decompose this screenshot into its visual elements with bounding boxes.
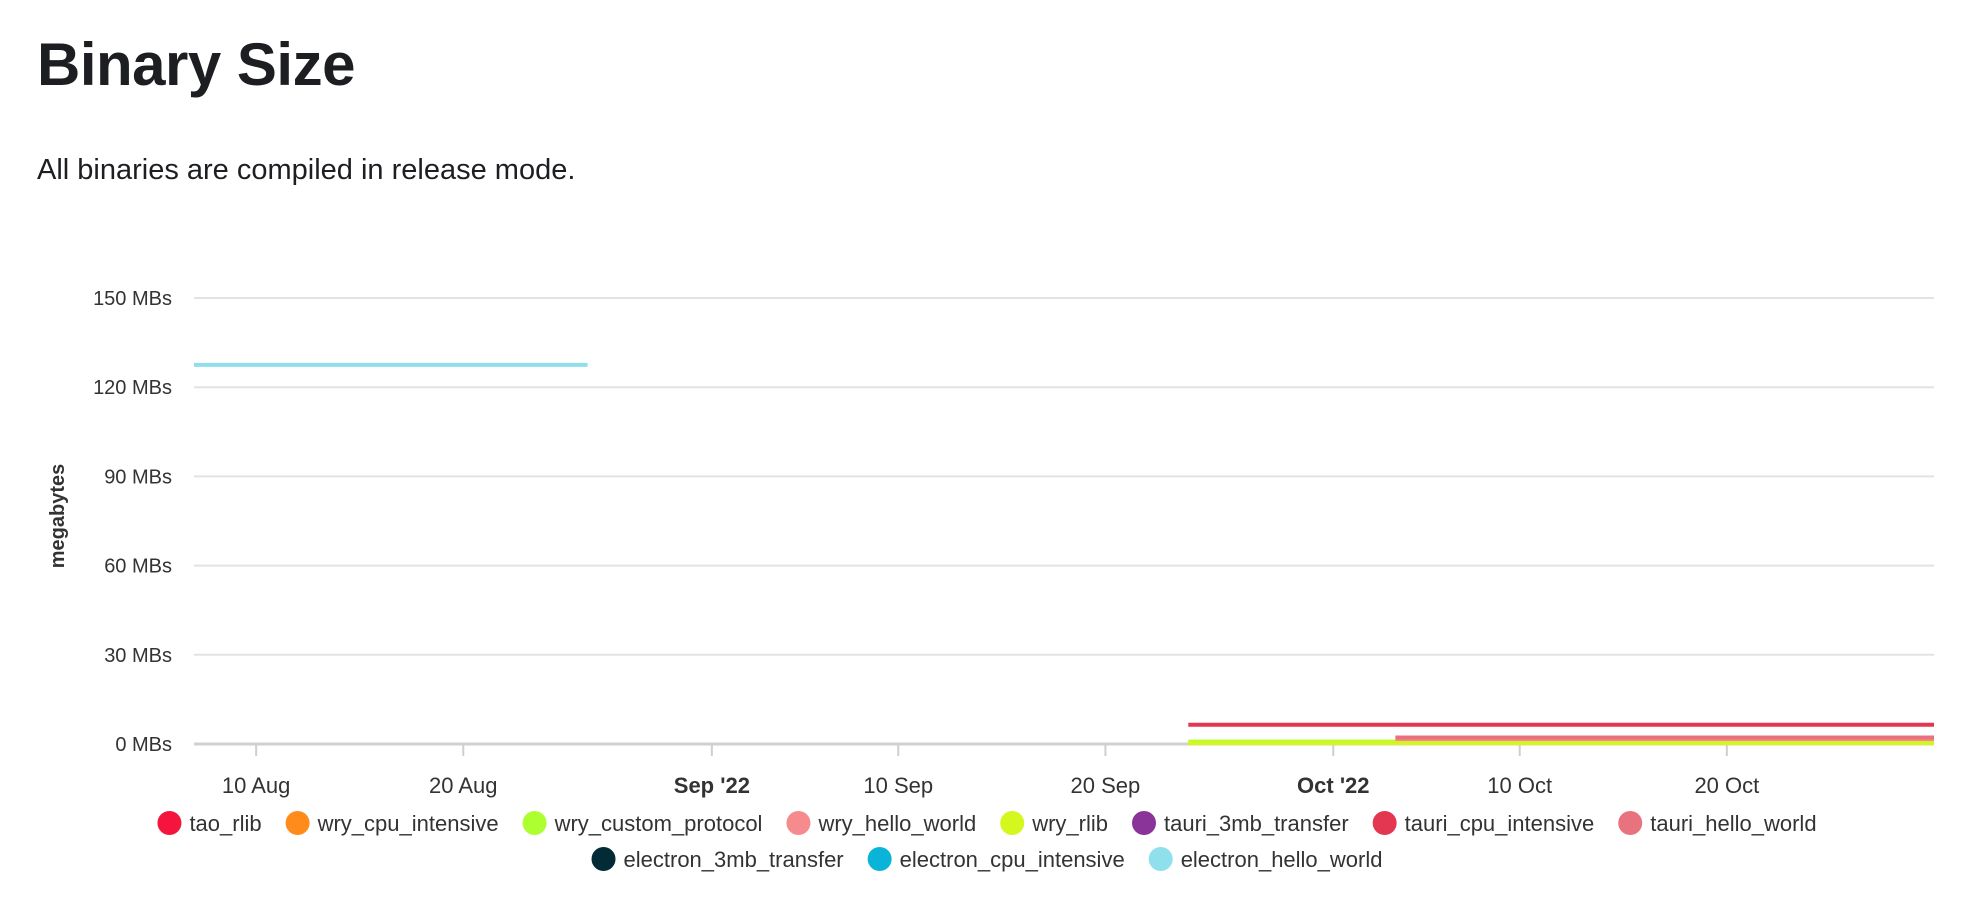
page-title: Binary Size (37, 31, 355, 98)
legend-marker (1372, 811, 1397, 835)
x-tick-label: 20 Oct (1694, 773, 1759, 798)
grid-lines (194, 297, 1934, 746)
x-axis: 10 Aug 20 Aug Sep '22 10 Sep 20 Sep Oct '22 10… (222, 744, 1759, 798)
legend-marker (1618, 811, 1643, 835)
x-tick-label: Oct '22 (1297, 773, 1370, 798)
legend-item-wry-cpu-intensive[interactable]: wry_cpu_intensive (285, 811, 499, 836)
legend-label: tauri_hello_world (1650, 811, 1816, 836)
legend-item-wry-rlib[interactable]: wry_rlib (1000, 811, 1108, 836)
legend-marker (1000, 811, 1025, 835)
y-tick-label: 120 MBs (93, 377, 172, 399)
y-tick-label: 60 MBs (104, 556, 172, 578)
legend-item-electron-hello-world[interactable]: electron_hello_world (1148, 847, 1383, 872)
legend-marker (1148, 847, 1173, 871)
legend-marker (157, 811, 182, 835)
y-axis-label: megabytes (47, 464, 69, 569)
y-tick-label: 0 MBs (115, 734, 172, 756)
legend-item-tao-rlib[interactable]: tao_rlib (157, 811, 262, 836)
legend-label: electron_hello_world (1181, 847, 1383, 872)
legend-marker (285, 811, 310, 835)
x-tick-label: 20 Aug (429, 773, 498, 798)
legend-label: wry_cpu_intensive (317, 811, 499, 836)
page-description: All binaries are compiled in release mod… (37, 154, 576, 186)
legend-marker (522, 811, 547, 835)
legend-label: wry_hello_world (817, 811, 976, 836)
legend-marker (867, 847, 892, 871)
legend-item-wry-custom-protocol[interactable]: wry_custom_protocol (522, 811, 763, 836)
x-tick-label: 10 Oct (1487, 773, 1552, 798)
y-tick-label: 90 MBs (104, 466, 172, 488)
x-tick-label: 10 Sep (863, 773, 933, 798)
legend-label: electron_3mb_transfer (624, 847, 844, 872)
legend-item-tauri-cpu-intensive[interactable]: tauri_cpu_intensive (1372, 811, 1595, 836)
y-tick-label: 30 MBs (104, 645, 172, 667)
legend-label: wry_rlib (1031, 811, 1108, 836)
legend-item-electron-3mb-transfer[interactable]: electron_3mb_transfer (591, 847, 844, 872)
legend-label: tauri_3mb_transfer (1164, 811, 1349, 836)
legend-item-tauri-3mb-transfer[interactable]: tauri_3mb_transfer (1132, 811, 1349, 836)
legend-row: electron_3mb_transfer electron_cpu_intens… (591, 847, 1383, 872)
legend: tao_rlib wry_cpu_intensive wry_custom_prot… (157, 811, 1817, 872)
legend-item-wry-hello-world[interactable]: wry_hello_world (786, 811, 976, 836)
y-axis-ticks: 0 MBs 30 MBs 60 MBs 90 MBs 120 MBs 150 MBs (93, 288, 172, 756)
legend-row: tao_rlib wry_cpu_intensive wry_custom_prot… (157, 811, 1817, 836)
series-lines (194, 362, 1934, 746)
legend-item-electron-cpu-intensive[interactable]: electron_cpu_intensive (867, 847, 1125, 872)
legend-label: wry_custom_protocol (554, 811, 763, 836)
legend-marker (591, 847, 616, 871)
x-tick-label: 10 Aug (222, 773, 291, 798)
x-tick-label: 20 Sep (1071, 773, 1141, 798)
legend-label: tauri_cpu_intensive (1405, 811, 1595, 836)
legend-marker (786, 811, 811, 835)
y-tick-label: 150 MBs (93, 288, 172, 310)
legend-label: tao_rlib (189, 811, 261, 836)
legend-item-tauri-hello-world[interactable]: tauri_hello_world (1618, 811, 1817, 836)
legend-marker (1132, 811, 1156, 835)
legend-label: electron_cpu_intensive (900, 847, 1125, 872)
x-tick-label: Sep '22 (674, 773, 750, 798)
